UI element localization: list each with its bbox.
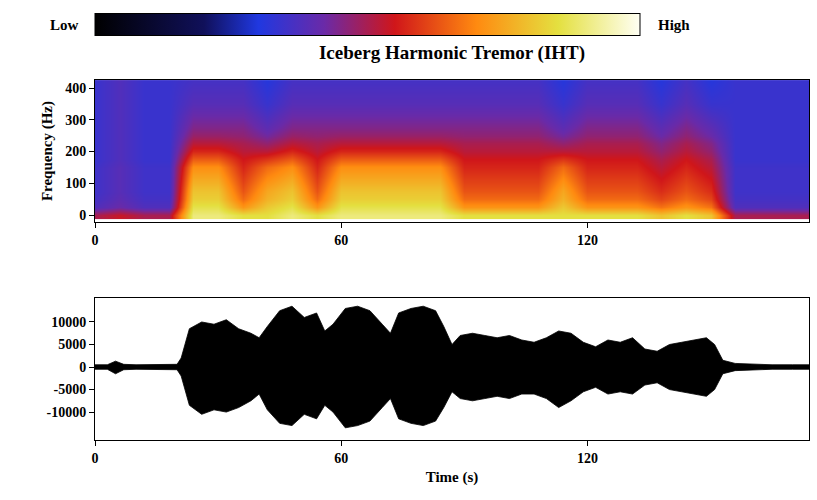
svg-text:Low: Low [50, 17, 79, 33]
svg-text:0: 0 [79, 360, 86, 375]
svg-text:200: 200 [65, 144, 86, 159]
svg-text:300: 300 [65, 113, 86, 128]
svg-text:0: 0 [92, 451, 99, 466]
svg-text:10000: 10000 [51, 315, 86, 330]
svg-text:400: 400 [65, 81, 86, 96]
svg-text:Iceberg Harmonic Tremor (IHT): Iceberg Harmonic Tremor (IHT) [319, 42, 585, 64]
svg-text:Time (s): Time (s) [426, 469, 479, 486]
svg-text:-10000: -10000 [47, 405, 87, 420]
svg-text:High: High [658, 17, 690, 33]
svg-text:0: 0 [79, 208, 86, 223]
svg-text:5000: 5000 [58, 337, 86, 352]
svg-text:100: 100 [65, 176, 86, 191]
svg-text:60: 60 [334, 451, 348, 466]
svg-text:-5000: -5000 [54, 382, 87, 397]
svg-text:120: 120 [577, 451, 598, 466]
svg-text:0: 0 [92, 233, 99, 248]
svg-text:120: 120 [577, 233, 598, 248]
svg-text:Frequency (Hz): Frequency (Hz) [39, 101, 56, 201]
svg-text:60: 60 [334, 233, 348, 248]
